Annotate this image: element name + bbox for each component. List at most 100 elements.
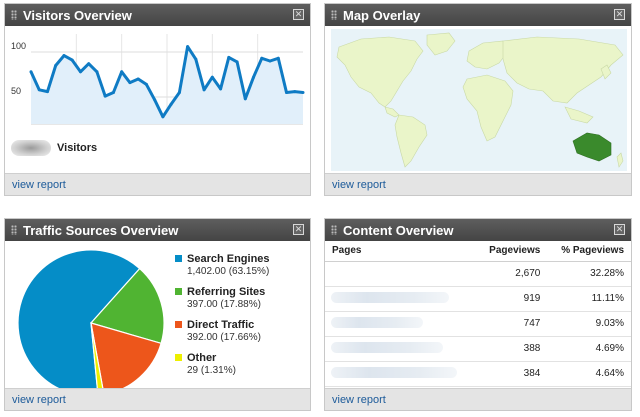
widget-title: Visitors Overview bbox=[23, 7, 132, 23]
widget-header[interactable]: Visitors Overview ✕ bbox=[5, 4, 310, 26]
data-point[interactable] bbox=[136, 77, 140, 81]
visitors-series-line bbox=[29, 45, 304, 119]
traffic-legend: Search Engines 1,402.00 (63.15%) Referri… bbox=[175, 253, 270, 385]
column-header-pages[interactable]: Pages bbox=[325, 241, 477, 262]
data-point[interactable] bbox=[153, 98, 157, 102]
map-australia-highlighted[interactable] bbox=[572, 132, 612, 162]
table-header-row: Pages Pageviews % Pageviews bbox=[325, 241, 631, 262]
widget-footer: view report bbox=[5, 388, 310, 410]
page-link-blurred[interactable] bbox=[331, 316, 423, 328]
data-point[interactable] bbox=[29, 70, 33, 74]
visitors-overview-widget: Visitors Overview ✕ 100 50 Visitors view … bbox=[4, 3, 311, 196]
data-point[interactable] bbox=[293, 90, 297, 94]
data-point[interactable] bbox=[161, 115, 165, 119]
data-point[interactable] bbox=[62, 54, 66, 58]
drag-handle-icon[interactable] bbox=[11, 225, 17, 235]
widget-header[interactable]: Content Overview ✕ bbox=[325, 219, 631, 241]
legend-item-referring-sites: Referring Sites 397.00 (17.88%) bbox=[175, 286, 270, 310]
data-point[interactable] bbox=[144, 82, 148, 86]
close-icon[interactable]: ✕ bbox=[614, 224, 625, 235]
pageviews-cell: 2,670 bbox=[476, 261, 548, 287]
data-point[interactable] bbox=[301, 91, 305, 94]
data-point[interactable] bbox=[186, 45, 190, 49]
data-point[interactable] bbox=[227, 55, 231, 59]
data-point[interactable] bbox=[252, 75, 256, 79]
chart-legend: Visitors bbox=[11, 140, 97, 156]
view-report-link[interactable]: view report bbox=[332, 393, 386, 406]
column-header-pageviews[interactable]: Pageviews bbox=[476, 241, 548, 262]
data-point[interactable] bbox=[111, 91, 115, 94]
data-point[interactable] bbox=[243, 97, 247, 101]
table-row: 388 4.69% bbox=[325, 336, 631, 362]
page-cell[interactable] bbox=[325, 311, 477, 337]
view-report-link[interactable]: view report bbox=[12, 393, 66, 406]
data-point[interactable] bbox=[235, 60, 239, 64]
close-icon[interactable]: ✕ bbox=[293, 224, 304, 235]
traffic-pie-chart bbox=[17, 249, 165, 391]
legend-value: 1,402.00 (63.15%) bbox=[187, 266, 270, 277]
drag-handle-icon[interactable] bbox=[11, 10, 17, 20]
page-cell[interactable] bbox=[325, 361, 477, 387]
drag-handle-icon[interactable] bbox=[331, 225, 337, 235]
data-point[interactable] bbox=[78, 70, 82, 74]
map-europe bbox=[466, 40, 508, 70]
legend-label: Direct Traffic bbox=[187, 319, 255, 331]
view-report-link[interactable]: view report bbox=[12, 178, 66, 191]
data-point[interactable] bbox=[194, 57, 198, 61]
data-point[interactable] bbox=[103, 94, 107, 98]
data-point[interactable] bbox=[177, 91, 181, 94]
data-point[interactable] bbox=[276, 56, 280, 60]
page-cell[interactable] bbox=[325, 261, 477, 287]
data-point[interactable] bbox=[70, 58, 74, 62]
data-point[interactable] bbox=[268, 59, 272, 63]
pie-slice-direct-traffic[interactable] bbox=[90, 322, 162, 391]
page-link-blurred[interactable] bbox=[331, 366, 457, 378]
legend-value: 392.00 (17.66%) bbox=[187, 332, 261, 343]
page-cell[interactable] bbox=[325, 336, 477, 362]
map-japan bbox=[600, 64, 612, 80]
data-point[interactable] bbox=[95, 70, 99, 74]
close-icon[interactable]: ✕ bbox=[614, 9, 625, 20]
legend-item-other: Other 29 (1.31%) bbox=[175, 352, 270, 376]
legend-label: Search Engines bbox=[187, 253, 270, 265]
data-point[interactable] bbox=[169, 102, 173, 106]
pageviews-cell: 747 bbox=[476, 311, 548, 337]
column-header-pct-pageviews[interactable]: % Pageviews bbox=[547, 241, 631, 262]
view-report-link[interactable]: view report bbox=[332, 178, 386, 191]
data-point[interactable] bbox=[202, 88, 206, 92]
data-point[interactable] bbox=[37, 88, 41, 92]
widget-header[interactable]: Map Overlay ✕ bbox=[325, 4, 631, 26]
data-point[interactable] bbox=[285, 91, 289, 94]
widget-footer: view report bbox=[325, 388, 631, 410]
table-row: 384 4.64% bbox=[325, 361, 631, 387]
page-cell[interactable] bbox=[325, 286, 477, 312]
page-link-blurred[interactable] bbox=[331, 291, 449, 303]
pct-cell: 4.69% bbox=[547, 336, 631, 362]
data-point[interactable] bbox=[219, 87, 223, 91]
data-point[interactable] bbox=[210, 75, 214, 79]
pageviews-cell: 384 bbox=[476, 361, 548, 387]
legend-item-search-engines: Search Engines 1,402.00 (63.15%) bbox=[175, 253, 270, 277]
legend-value: 397.00 (17.88%) bbox=[187, 299, 261, 310]
legend-swatch bbox=[175, 321, 182, 328]
map-southeast-asia bbox=[564, 106, 594, 124]
legend-label: Other bbox=[187, 352, 217, 364]
data-point[interactable] bbox=[120, 70, 124, 74]
data-point[interactable] bbox=[260, 56, 264, 60]
y-tick-label: 100 bbox=[11, 41, 26, 51]
drag-handle-icon[interactable] bbox=[331, 10, 337, 20]
close-icon[interactable]: ✕ bbox=[293, 9, 304, 20]
widget-title: Content Overview bbox=[343, 222, 454, 238]
widget-header[interactable]: Traffic Sources Overview ✕ bbox=[5, 219, 310, 241]
data-point[interactable] bbox=[87, 62, 91, 66]
page-link-blurred[interactable] bbox=[331, 341, 443, 353]
data-point[interactable] bbox=[128, 81, 132, 85]
table-row: 2,670 32.28% bbox=[325, 261, 631, 287]
data-point[interactable] bbox=[54, 64, 58, 67]
world-map[interactable] bbox=[331, 29, 627, 171]
pie-slice-other[interactable] bbox=[90, 322, 104, 391]
data-point[interactable] bbox=[45, 90, 49, 94]
map-south-america bbox=[394, 114, 428, 168]
pie-slice-referring-sites[interactable] bbox=[89, 267, 165, 345]
legend-swatch bbox=[175, 255, 182, 262]
